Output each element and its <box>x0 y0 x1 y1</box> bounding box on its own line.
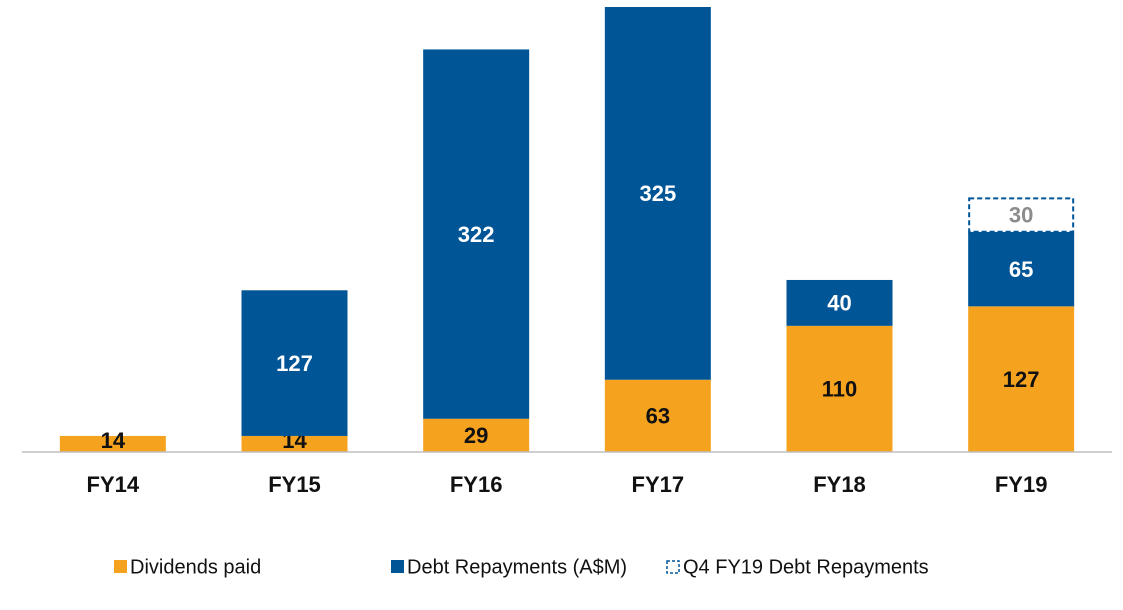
legend-label: Q4 FY19 Debt Repayments <box>683 556 929 578</box>
legend-swatch <box>666 560 680 574</box>
data-label: 63 <box>646 404 670 429</box>
bar-segment <box>604 7 711 380</box>
x-tick-label: FY16 <box>450 472 503 497</box>
bar-segment <box>241 290 348 436</box>
bar-segment <box>604 379 711 452</box>
bar-segment <box>786 325 893 452</box>
bar-segment <box>968 231 1075 307</box>
legend-swatch <box>391 560 404 573</box>
x-tick-label: FY14 <box>87 472 140 497</box>
data-label: 65 <box>1009 257 1033 282</box>
bar-segment <box>423 49 530 419</box>
data-label: 322 <box>458 222 495 247</box>
data-label: 127 <box>1003 367 1040 392</box>
x-tick-label: FY17 <box>632 472 685 497</box>
data-label: 29 <box>464 423 488 448</box>
x-tick-label: FY15 <box>268 472 321 497</box>
legend-label: Dividends paid <box>130 556 261 578</box>
data-label: 110 <box>822 377 858 402</box>
data-label: 14 <box>101 428 126 453</box>
bar-segment <box>786 279 893 326</box>
bar-segment <box>968 197 1075 233</box>
data-label: 30 <box>1009 202 1033 227</box>
bar-segment <box>241 435 348 452</box>
legend-swatch <box>114 560 127 573</box>
data-label: 40 <box>827 291 851 316</box>
data-label: 325 <box>639 181 676 206</box>
data-label: 127 <box>276 351 313 376</box>
bar-segment <box>423 418 530 452</box>
x-tick-label: FY19 <box>995 472 1048 497</box>
x-tick-label: FY18 <box>813 472 866 497</box>
legend-label: Debt Repayments (A$M) <box>407 556 627 578</box>
bar-segment <box>968 306 1075 452</box>
bar-segment <box>59 435 166 452</box>
